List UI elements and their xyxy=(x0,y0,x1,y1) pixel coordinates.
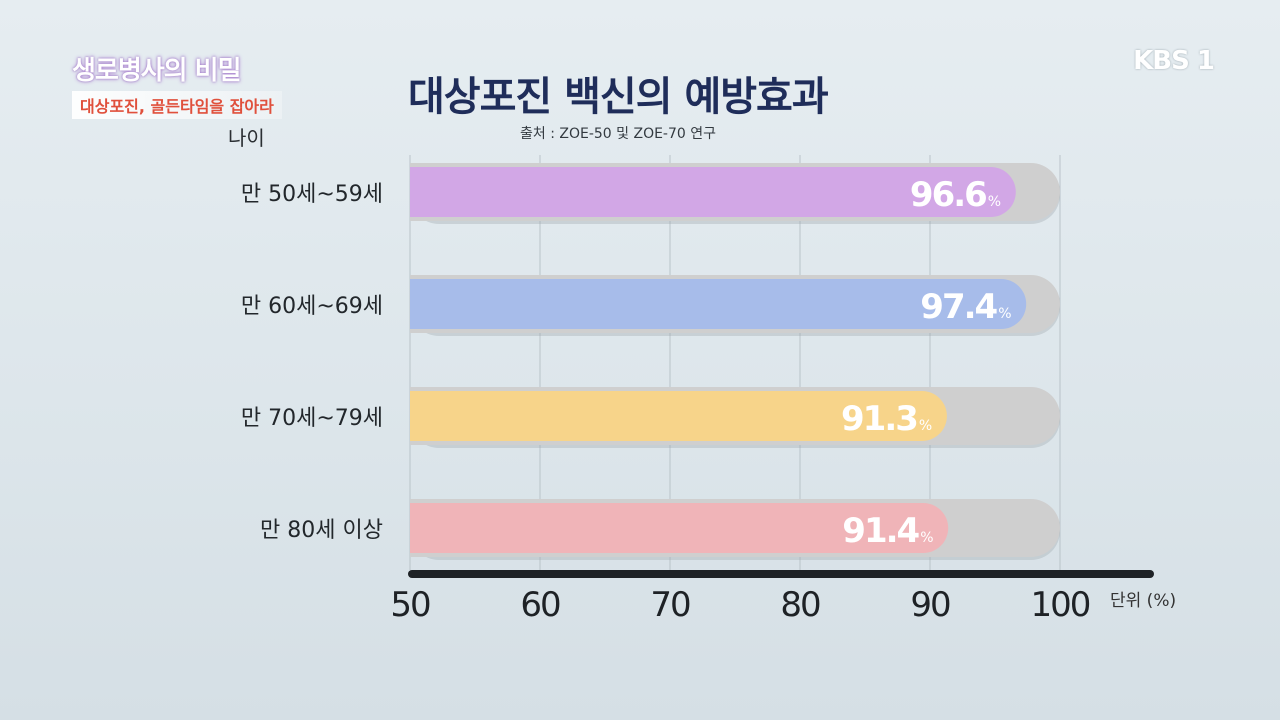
bar xyxy=(410,279,1027,329)
x-axis-line xyxy=(408,570,1154,578)
x-tick-label: 70 xyxy=(650,585,690,625)
bar xyxy=(410,503,949,553)
bar-value-unit: % xyxy=(920,530,933,546)
bar-value-unit: % xyxy=(988,194,1001,210)
bar-left xyxy=(410,167,450,217)
x-tick-label: 100 xyxy=(1031,585,1090,625)
y-axis-label: 나이 xyxy=(228,126,265,150)
bar-value-label: 91.4 xyxy=(842,511,919,551)
bar xyxy=(410,391,947,441)
bar-left xyxy=(410,503,450,553)
bar-value-label: 97.4 xyxy=(920,287,997,327)
category-label: 만 60세~69세 xyxy=(241,294,383,319)
bar-left xyxy=(410,279,450,329)
x-tick-label: 50 xyxy=(390,585,430,625)
bar-value-unit: % xyxy=(919,418,932,434)
category-label: 만 70세~79세 xyxy=(241,406,383,431)
chart-title: 대상포진 백신의 예방효과 xyxy=(408,74,829,120)
category-label: 만 50세~59세 xyxy=(241,182,383,207)
bar xyxy=(410,167,1016,217)
chart-source: 출처 : ZOE-50 및 ZOE-70 연구 xyxy=(520,126,717,142)
x-tick-label: 80 xyxy=(780,585,820,625)
bar-value-label: 96.6 xyxy=(910,175,986,215)
channel-logo: KBS 1 xyxy=(1133,46,1215,76)
x-tick-label: 90 xyxy=(910,585,950,625)
program-title: 생로병사의 비밀 xyxy=(72,56,241,86)
bar-value-label: 91.3 xyxy=(841,399,917,439)
bar-value-unit: % xyxy=(998,306,1011,322)
episode-subtitle: 대상포진, 골든타임을 잡아라 xyxy=(72,91,282,119)
x-tick-label: 60 xyxy=(520,585,560,625)
category-label: 만 80세 이상 xyxy=(260,518,383,543)
unit-label: 단위 (%) xyxy=(1110,591,1177,611)
bar-left xyxy=(410,391,450,441)
program-logo: 생로병사의 비밀 대상포진, 골든타임을 잡아라 xyxy=(72,50,282,119)
